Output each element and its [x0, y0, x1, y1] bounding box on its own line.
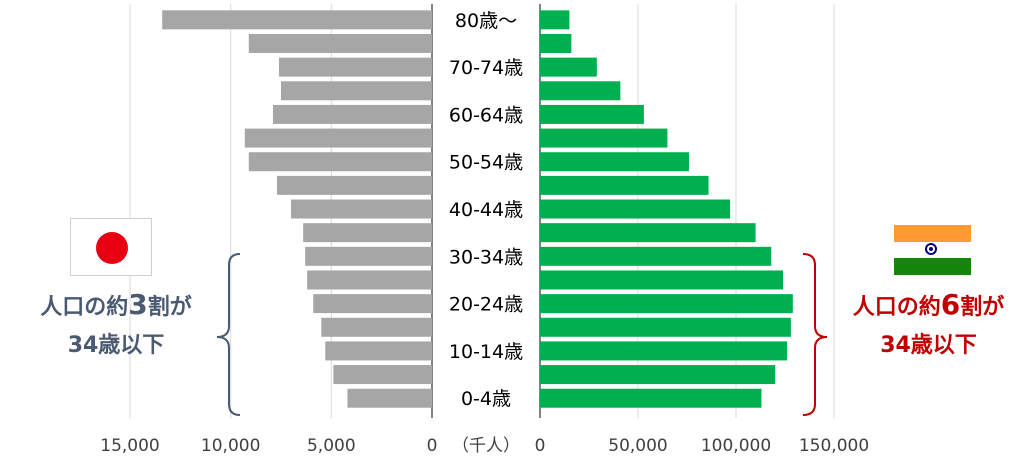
bar-japan-35-39歳: [303, 223, 432, 243]
age-label: 20-24歳: [449, 294, 523, 316]
tick-label-right: 50,000: [608, 436, 667, 456]
age-label: 10-14歳: [449, 341, 523, 363]
bar-india-75-79歳: [540, 33, 572, 53]
japan-annotation: 人口の約3割が 34歳以下: [5, 286, 227, 365]
bar-japan-80歳〜: [162, 10, 433, 30]
tick-label-left: 15,000: [100, 436, 159, 456]
age-label: 60-64歳: [449, 104, 523, 126]
bar-india-70-74歳: [540, 57, 597, 77]
india-flag-white: [894, 241, 971, 259]
india-flag-green: [894, 258, 971, 275]
bar-japan-60-64歳: [272, 104, 432, 124]
india-annotation: 人口の約6割が 34歳以下: [826, 286, 1031, 365]
braces: [216, 253, 828, 416]
bar-india-10-14歳: [540, 341, 787, 361]
chakra-icon: [925, 242, 937, 255]
age-label: 70-74歳: [449, 57, 523, 79]
india-annotation-prefix: 人口の約: [852, 295, 941, 320]
bar-india-60-64歳: [540, 104, 644, 124]
tick-label-left: 5,000: [307, 436, 356, 456]
japan-annotation-line2: 34歳以下: [67, 333, 165, 358]
bar-india-20-24歳: [540, 294, 793, 314]
bar-india-35-39歳: [540, 223, 756, 243]
india-annotation-line2: 34歳以下: [880, 333, 977, 358]
japan-brace: [216, 253, 241, 416]
unit-label: （千人）: [452, 436, 520, 456]
tick-label-left: 10,000: [201, 436, 260, 456]
bar-japan-20-24歳: [313, 294, 432, 314]
india-bars: [540, 10, 793, 408]
bar-japan-70-74歳: [278, 57, 432, 77]
tick-label-right: 0: [535, 436, 546, 456]
bar-india-0-4歳: [540, 388, 762, 408]
bar-japan-5-9歳: [333, 365, 432, 385]
india-flag-saffron: [894, 225, 971, 242]
bar-japan-10-14歳: [325, 341, 432, 361]
bar-japan-0-4歳: [347, 388, 432, 408]
bar-japan-30-34歳: [305, 246, 432, 266]
bar-japan-45-49歳: [276, 175, 432, 195]
bar-japan-25-29歳: [307, 270, 432, 290]
japan-flag-icon: [70, 218, 152, 276]
india-annotation-number: 6: [940, 288, 961, 321]
age-label: 50-54歳: [449, 152, 523, 174]
tick-label-right: 150,000: [799, 436, 869, 456]
bar-japan-15-19歳: [321, 317, 432, 337]
bar-india-15-19歳: [540, 317, 791, 337]
bar-india-55-59歳: [540, 128, 668, 148]
bar-india-25-29歳: [540, 270, 784, 290]
bar-japan-50-54歳: [248, 152, 432, 172]
bar-japan-75-79歳: [248, 33, 432, 53]
bar-india-40-44歳: [540, 199, 731, 219]
japan-annotation-suffix: 割が: [147, 295, 192, 320]
bar-india-45-49歳: [540, 175, 709, 195]
india-brace: [802, 253, 828, 416]
japan-annotation-number: 3: [128, 288, 148, 321]
bar-japan-65-69歳: [281, 81, 432, 101]
india-flag-icon: [894, 225, 971, 275]
age-label: 80歳〜: [455, 10, 517, 32]
bar-india-30-34歳: [540, 246, 772, 266]
tick-label-right: 100,000: [701, 436, 771, 456]
bar-india-65-69歳: [540, 81, 621, 101]
bar-india-50-54歳: [540, 152, 689, 172]
bar-india-80歳〜: [540, 10, 570, 30]
japan-bars: [162, 10, 433, 408]
tick-label-left: 0: [427, 436, 438, 456]
bar-india-5-9歳: [540, 365, 776, 385]
india-annotation-suffix: 割が: [960, 295, 1005, 320]
axis-tick-labels: 15,000 10,000 5,000 0 0 50,000 100,000 150,000 （…: [100, 436, 869, 456]
age-label: 40-44歳: [449, 199, 523, 221]
bar-japan-40-44歳: [291, 199, 432, 219]
japan-flag-disc: [96, 232, 128, 264]
age-label: 30-34歳: [449, 246, 523, 268]
age-label: 0-4歳: [461, 388, 511, 410]
age-labels: 0-4歳 10-14歳 20-24歳 30-34歳 40-44歳 50-54歳 60-64歳…: [449, 10, 523, 410]
bar-japan-55-59歳: [244, 128, 432, 148]
japan-annotation-prefix: 人口の約: [40, 295, 129, 320]
